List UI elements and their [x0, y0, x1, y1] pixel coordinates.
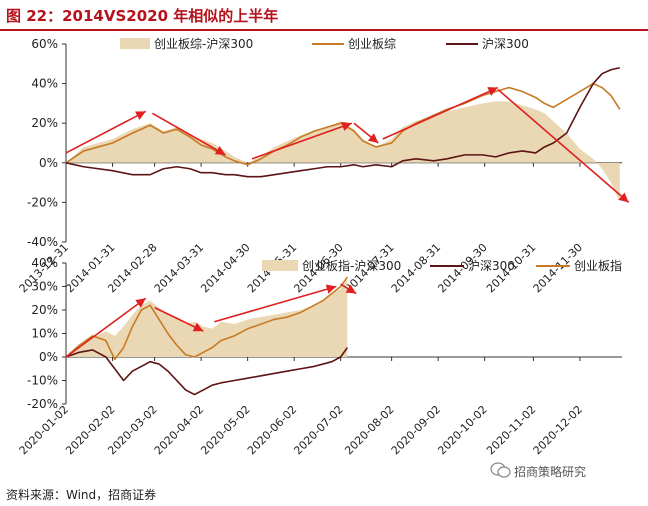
y-tick-label: 30% — [31, 280, 58, 294]
source-note: 资料来源：Wind，招商证券 — [6, 488, 157, 502]
legend-label: 创业板综 — [348, 37, 396, 51]
y-tick-label: 20% — [31, 116, 58, 130]
x-tick-label: 2020-07-02 — [291, 403, 345, 457]
trend-arrow — [214, 284, 337, 323]
trend-arrow — [353, 122, 379, 144]
y-tick-label: -40% — [27, 235, 58, 249]
y-tick-label: -10% — [27, 374, 58, 388]
trend-arrow — [251, 121, 353, 160]
trend-arrow — [151, 112, 226, 156]
y-tick-label: 40% — [31, 77, 58, 91]
x-tick-label: 2020-10-02 — [435, 403, 489, 457]
series-line-hs300 — [65, 66, 620, 178]
legend-label: 沪深300 — [468, 259, 515, 273]
trend-arrow — [382, 86, 499, 140]
figure-title: 图 22：2014VS2020 年相似的上半年 — [6, 7, 279, 25]
series-line-hs300 — [65, 347, 348, 396]
legend-label: 创业板指 — [574, 258, 622, 273]
y-tick-label: 20% — [31, 303, 58, 317]
legend-label: 创业板综-沪深300 — [154, 37, 253, 51]
y-tick-label: 10% — [31, 327, 58, 341]
y-tick-label: 0% — [39, 156, 58, 170]
legend-swatch-spread — [120, 38, 150, 49]
y-tick-label: 0% — [39, 350, 58, 364]
y-tick-label: -20% — [27, 397, 58, 411]
trend-arrow — [65, 110, 147, 154]
watermark: 招商策略研究 — [514, 465, 587, 479]
trend-arrow — [154, 306, 204, 332]
series-area-spread — [66, 279, 348, 357]
chart-panel-2014: -40%-20%0%20%40%60%2013-12-312014-01-312… — [17, 37, 630, 295]
series-area-spread — [66, 101, 620, 203]
series-line-gem — [65, 276, 348, 361]
x-tick-label: 2020-12-02 — [531, 403, 585, 457]
wechat-icon — [490, 462, 511, 478]
legend-label: 沪深300 — [482, 37, 529, 51]
series-line-gem — [65, 82, 621, 166]
y-tick-label: 60% — [31, 37, 58, 51]
title-underline — [0, 29, 648, 31]
title-bar: 图 22：2014VS2020 年相似的上半年 — [0, 0, 648, 31]
trend-arrow — [340, 283, 357, 295]
trend-arrow — [497, 88, 630, 204]
legend-label: 创业板指-沪深300 — [302, 258, 401, 273]
y-tick-label: 40% — [31, 256, 58, 270]
legend-swatch-spread — [262, 260, 298, 271]
trend-arrow — [65, 297, 147, 358]
y-tick-label: -20% — [27, 195, 58, 209]
